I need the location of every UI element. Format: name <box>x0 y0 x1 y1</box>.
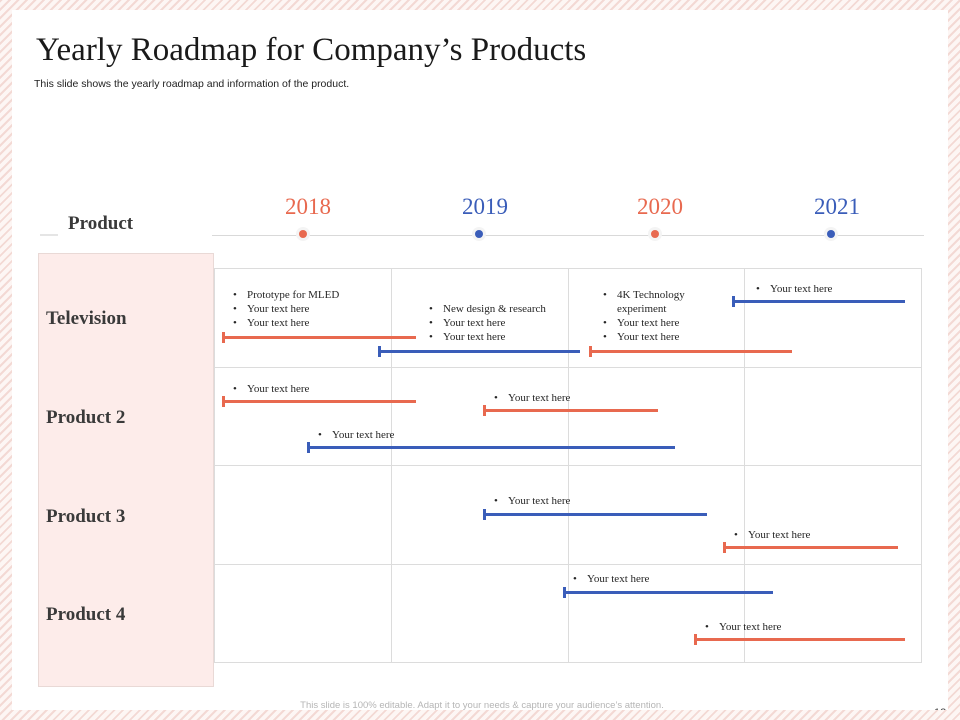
timeline-axis <box>212 235 924 236</box>
roadmap-bar <box>378 346 580 357</box>
roadmap-item-note: Your text here <box>734 528 810 542</box>
slide-subtitle: This slide shows the yearly roadmap and … <box>34 78 350 90</box>
roadmap-item-note: Your text here <box>318 428 394 442</box>
roadmap-bar <box>732 296 905 307</box>
note-bullet: Your text here <box>603 316 685 330</box>
grid-row-divider <box>214 465 922 466</box>
timeline-dot-2018 <box>299 230 307 238</box>
note-bullet: Your text here <box>603 330 685 344</box>
roadmap-bar <box>483 509 707 520</box>
roadmap-bar <box>483 405 658 416</box>
roadmap-item-note: Your text here <box>705 620 781 634</box>
timeline-dot-2021 <box>827 230 835 238</box>
note-bullet: Prototype for MLED <box>233 288 339 302</box>
note-bullet: Your text here <box>494 391 570 405</box>
roadmap-item-note: New design & research Your text here You… <box>429 302 546 344</box>
row-label-product-4: Product 4 <box>46 604 126 625</box>
roadmap-item-note: Your text here <box>233 382 309 396</box>
slide: Yearly Roadmap for Company’s Products Th… <box>12 10 948 710</box>
note-bullet: Your text here <box>233 302 339 316</box>
slide-title: Yearly Roadmap for Company’s Products <box>36 32 587 68</box>
roadmap-item-note: Your text here <box>756 282 832 296</box>
roadmap-bar <box>222 332 416 343</box>
header-divider <box>40 234 58 236</box>
product-column-header: Product <box>68 213 134 234</box>
note-bullet: Your text here <box>429 330 546 344</box>
row-label-product-2: Product 2 <box>46 407 126 428</box>
year-label-2018: 2018 <box>285 194 331 219</box>
year-label-2019: 2019 <box>462 194 508 219</box>
note-bullet: Your text here <box>494 494 570 508</box>
note-bullet: Your text here <box>734 528 810 542</box>
roadmap-item-note: 4K Technology experiment Your text here … <box>603 288 685 344</box>
roadmap-item-note: Your text here <box>494 494 570 508</box>
roadmap-bar <box>307 442 675 453</box>
grid-row-divider <box>214 564 922 565</box>
note-bullet: New design & research <box>429 302 546 316</box>
timeline-dot-2020 <box>651 230 659 238</box>
row-label-television: Television <box>46 308 127 329</box>
footer-note: This slide is 100% editable. Adapt it to… <box>300 700 664 710</box>
note-bullet: Your text here <box>233 382 309 396</box>
row-label-product-3: Product 3 <box>46 506 126 527</box>
note-bullet: Your text here <box>705 620 781 634</box>
roadmap-bar <box>589 346 792 357</box>
roadmap-item-note: Your text here <box>494 391 570 405</box>
year-label-2021: 2021 <box>814 194 860 219</box>
page-number: 12 <box>934 707 946 710</box>
roadmap-bar <box>563 587 773 598</box>
note-bullet: Your text here <box>756 282 832 296</box>
note-bullet: Your text here <box>429 316 546 330</box>
roadmap-item-note: Prototype for MLED Your text here Your t… <box>233 288 339 330</box>
year-label-2020: 2020 <box>637 194 683 219</box>
note-bullet: Your text here <box>233 316 339 330</box>
note-bullet: 4K Technology <box>603 288 685 302</box>
note-bullet: Your text here <box>573 572 649 586</box>
grid-row-divider <box>214 367 922 368</box>
roadmap-bar <box>694 634 905 645</box>
note-bullet-continuation: experiment <box>617 303 667 315</box>
roadmap-bar <box>222 396 416 407</box>
timeline-dot-2019 <box>475 230 483 238</box>
product-panel <box>38 253 214 687</box>
note-bullet: Your text here <box>318 428 394 442</box>
roadmap-bar <box>723 542 898 553</box>
roadmap-item-note: Your text here <box>573 572 649 586</box>
